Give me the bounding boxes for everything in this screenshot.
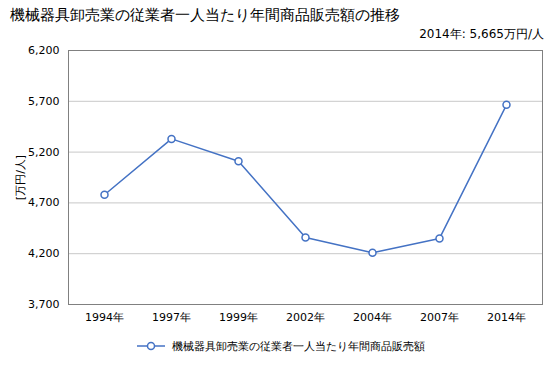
svg-text:4,200: 4,200	[28, 247, 60, 260]
svg-text:[万円/人]: [万円/人]	[14, 155, 27, 200]
html-text:機械器具卸売業の従業者一人当たり年間商品販売額: 機械器具卸売業の従業者一人当たり年間商品販売額	[171, 339, 425, 353]
svg-text:6,200: 6,200	[28, 44, 60, 57]
svg-text:3,700: 3,700	[28, 298, 60, 311]
html-text:機械器具卸売業の従業者一人当たり年間商品販売額の推移: 機械器具卸売業の従業者一人当たり年間商品販売額の推移	[10, 6, 400, 24]
svg-text:5,700: 5,700	[28, 95, 60, 108]
svg-text:2002年: 2002年	[286, 311, 325, 324]
svg-text:4,700: 4,700	[28, 196, 60, 209]
html-text:2014年: 5,665万円/人: 2014年: 5,665万円/人	[419, 27, 544, 41]
svg-text:1997年: 1997年	[152, 311, 191, 324]
svg-text:5,200: 5,200	[28, 146, 60, 159]
svg-text:2007年: 2007年	[420, 311, 459, 324]
svg-text:2014年: 2014年	[487, 311, 526, 324]
svg-text:2004年: 2004年	[353, 311, 392, 324]
svg-text:1999年: 1999年	[219, 311, 258, 324]
svg-text:1994年: 1994年	[85, 311, 124, 324]
